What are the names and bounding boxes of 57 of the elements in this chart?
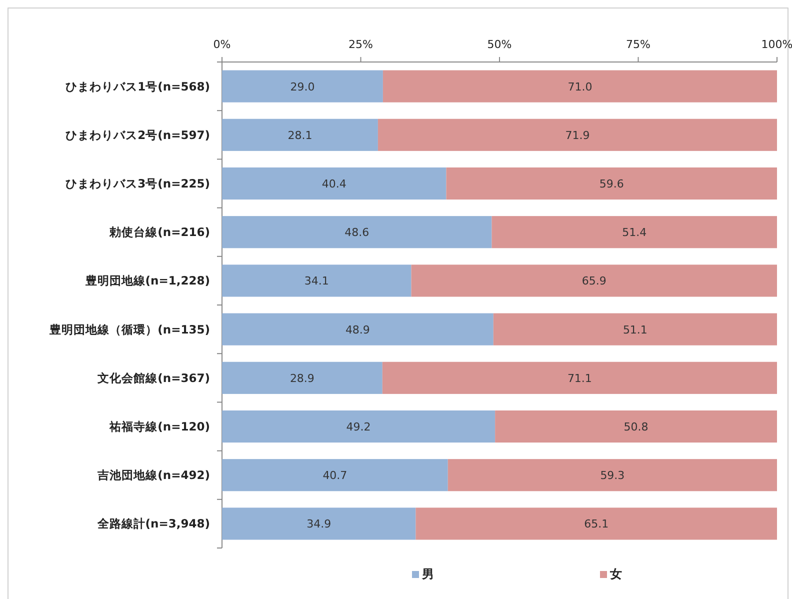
- bar: [495, 410, 777, 443]
- bar: [448, 459, 777, 492]
- data-label: 48.6: [344, 226, 370, 240]
- y-tick-label: ひまわりバス1号(n=568): [66, 79, 210, 94]
- y-tick-label: 勅使台線(n=216): [108, 225, 210, 240]
- x-tick-label: 25%: [348, 38, 373, 51]
- data-label: 34.1: [304, 274, 329, 288]
- data-label: 50.8: [624, 420, 648, 434]
- data-label: 34.9: [306, 518, 332, 531]
- legend-label: 男: [421, 567, 434, 581]
- y-tick-label: ひまわりバス3号(n=225): [66, 176, 210, 190]
- y-tick-label: 全路線計(n=3,948): [96, 516, 210, 531]
- bar: [222, 459, 448, 492]
- data-label: 51.1: [622, 323, 648, 336]
- data-label: 71.1: [567, 372, 592, 385]
- bar: [446, 167, 777, 200]
- bar: [222, 362, 382, 394]
- data-label: 51.4: [622, 226, 647, 240]
- data-label: 28.9: [290, 372, 314, 385]
- data-label: 59.6: [599, 178, 624, 190]
- bar: [382, 70, 777, 102]
- data-label: 28.1: [288, 128, 312, 142]
- bar: [222, 118, 378, 151]
- y-tick-label: ひまわりバス2号(n=597): [66, 128, 210, 142]
- bar: [378, 118, 777, 151]
- data-label: 49.2: [346, 420, 371, 434]
- y-tick-label: 豊明団地線（循環）(n=135): [48, 322, 210, 336]
- bar: [411, 264, 777, 297]
- data-label: 48.9: [345, 323, 370, 336]
- data-label: 59.3: [600, 469, 625, 482]
- bar: [382, 362, 777, 394]
- bar: [416, 508, 777, 540]
- data-label: 40.7: [322, 469, 348, 482]
- data-label: 29.0: [290, 80, 315, 94]
- y-tick-label: 吉池団地線(n=492): [96, 468, 210, 482]
- x-tick-label: 0%: [213, 38, 231, 51]
- data-label: 71.0: [568, 80, 592, 94]
- x-tick-label: 75%: [626, 38, 650, 51]
- data-label: 65.1: [584, 518, 609, 531]
- bar: [222, 264, 412, 297]
- data-label: 71.9: [565, 128, 590, 142]
- legend-label: 女: [609, 567, 622, 581]
- bar: [492, 216, 777, 248]
- bar: [222, 313, 494, 346]
- bar: [222, 167, 446, 200]
- x-tick-label: 50%: [487, 38, 512, 51]
- data-label: 40.4: [322, 178, 346, 190]
- data-label: 65.9: [582, 274, 606, 288]
- bar: [222, 216, 492, 248]
- y-tick-label: 祐福寺線(n=120): [108, 420, 210, 434]
- x-tick-label: 100%: [761, 38, 792, 51]
- bar: [493, 313, 777, 346]
- y-tick-label: 豊明団地線(n=1,228): [84, 274, 210, 288]
- y-tick-label: 文化会館線(n=367): [96, 370, 210, 385]
- bar: [222, 410, 496, 443]
- bar: [222, 508, 416, 540]
- bar: [222, 70, 383, 102]
